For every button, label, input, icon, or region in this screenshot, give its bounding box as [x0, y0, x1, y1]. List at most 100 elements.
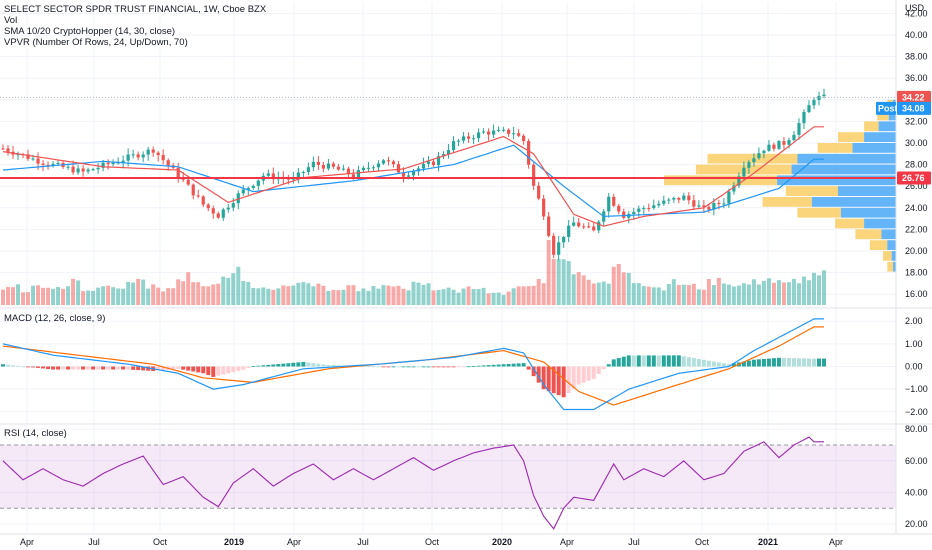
volume-legend[interactable]: Vol	[4, 15, 18, 26]
volume-bar	[796, 283, 801, 305]
macd-histogram-bar	[441, 366, 446, 368]
volume-bar	[181, 281, 186, 305]
volume-bar	[71, 278, 76, 305]
macd-histogram-bar	[496, 364, 501, 367]
volume-bar	[291, 285, 296, 305]
time-tick-label: 2020	[492, 537, 512, 547]
volume-bar	[281, 285, 286, 305]
rsi-legend-wrap[interactable]: RSI (14, close)	[4, 428, 67, 439]
volume-bar	[301, 282, 306, 305]
price-tick-label: 22.00	[905, 224, 928, 234]
candle-body	[31, 158, 35, 160]
volume-bar	[296, 282, 301, 305]
volume-bar	[441, 289, 446, 305]
candle-body	[757, 153, 761, 159]
time-tick-label: Apr	[287, 537, 301, 547]
volume-bar	[226, 277, 231, 305]
volume-bar	[486, 293, 491, 305]
macd-legend[interactable]: MACD (12, 26, close, 9)	[4, 313, 106, 324]
volume-bar	[611, 266, 616, 305]
volume-bar	[56, 287, 61, 305]
macd-histogram-bar	[381, 366, 386, 368]
candle-body	[106, 162, 110, 165]
sma-legend[interactable]: SMA 10/20 CryptoHopper (14, 30, close)	[4, 26, 176, 37]
macd-histogram-bar	[761, 358, 766, 367]
macd-histogram-bar	[366, 366, 371, 367]
vpvr-legend[interactable]: VPVR (Number Of Rows, 24, Up/Down, 70)	[4, 37, 188, 48]
time-tick-label: Jul	[88, 537, 100, 547]
candle-body	[812, 100, 816, 106]
candle-body	[216, 213, 220, 218]
volume-bar	[166, 288, 171, 305]
macd-histogram-bar	[6, 364, 11, 367]
volume-profile	[664, 99, 896, 272]
symbol-title[interactable]: SELECT SECTOR SPDR TRUST FINANCIAL, 1W, …	[4, 4, 267, 15]
volume-bar	[416, 282, 421, 305]
main-legend[interactable]: SELECT SECTOR SPDR TRUST FINANCIAL, 1W, …	[4, 4, 266, 48]
volume-profile-down	[869, 240, 888, 250]
macd-histogram-bar	[146, 366, 151, 371]
candle-body	[652, 205, 656, 209]
candle-body	[737, 176, 741, 186]
macd-histogram-bar	[636, 355, 641, 367]
price-axis[interactable]: 16.00 18.00 20.00 22.00 24.00 26.00 28.00 30.00…	[905, 3, 928, 529]
macd-histogram-bar	[601, 366, 606, 370]
volume-bar	[566, 261, 571, 305]
candle-body	[441, 154, 446, 157]
candle-body	[767, 144, 771, 151]
macd-histogram-bar	[271, 364, 276, 367]
candle-body	[91, 169, 95, 171]
volume-bar	[161, 291, 166, 305]
volume-bar	[66, 286, 71, 305]
volume-bar	[536, 278, 541, 305]
macd-histogram-bar	[551, 366, 556, 394]
time-axis[interactable]: Apr Jul Oct 2019 Apr Jul Oct 2020 Apr Jul Oct 2021 A…	[20, 537, 843, 547]
macd-histogram-bar	[246, 366, 251, 368]
candle-body	[712, 203, 716, 210]
macd-histogram-bar	[656, 355, 661, 367]
macd-histogram-bar	[766, 358, 771, 367]
candle-body	[507, 129, 511, 134]
volume-profile-up	[888, 110, 896, 121]
macd-histogram-bar	[186, 366, 191, 371]
volume-bar	[286, 286, 291, 305]
volume-bars	[1, 239, 826, 305]
price-tick-label: 26.00	[905, 181, 928, 191]
volume-profile-down	[877, 110, 889, 121]
candle-body	[577, 222, 581, 227]
rsi-tick-label: 20.00	[905, 519, 928, 529]
macd-histogram-bar	[806, 358, 811, 367]
volume-profile-up	[838, 186, 896, 196]
candle-body	[557, 242, 561, 255]
last-price-tag: 34.22	[897, 90, 931, 104]
rsi-tick-label: 80.00	[905, 424, 928, 434]
volume-bar	[201, 286, 206, 305]
macd-histogram-bar	[446, 366, 451, 368]
pane-separators[interactable]	[0, 0, 932, 535]
candle-body	[632, 211, 636, 215]
candle-body	[401, 172, 406, 177]
macd-histogram-bar	[51, 366, 56, 370]
macd-histogram-bar	[391, 366, 396, 368]
macd-legend-wrap[interactable]: MACD (12, 26, close, 9)	[4, 313, 105, 324]
rsi-band	[0, 444, 896, 509]
volume-bar	[391, 286, 396, 305]
candle-body	[396, 164, 401, 173]
volume-profile-down	[864, 121, 879, 132]
candle-body	[552, 235, 556, 255]
volume-bar	[221, 276, 226, 305]
price-tick-label: 30.00	[905, 138, 928, 148]
volume-bar	[26, 292, 31, 305]
price-tick-label: 24.00	[905, 203, 928, 213]
volume-bar	[661, 290, 666, 305]
volume-bar	[571, 274, 576, 305]
candle-body	[802, 112, 806, 124]
rsi-legend[interactable]: RSI (14, close)	[4, 428, 67, 439]
volume-bar	[276, 288, 281, 305]
volume-bar	[822, 270, 826, 305]
price-tick-label: 36.00	[905, 73, 928, 83]
candle-body	[166, 160, 170, 166]
volume-bar	[801, 276, 806, 305]
macd-histogram-bar	[611, 359, 616, 367]
